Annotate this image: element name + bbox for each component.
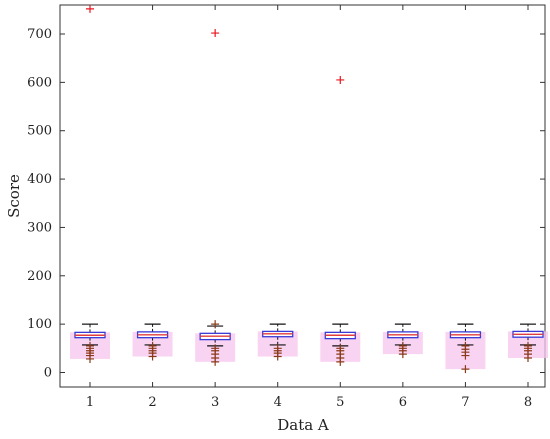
y-tick-label: 300 [27, 220, 52, 235]
y-tick-label: 600 [27, 75, 52, 90]
y-tick-label: 400 [27, 172, 52, 187]
y-tick-label: 500 [27, 124, 52, 139]
outlier-marker [461, 365, 470, 374]
outlier-marker [461, 341, 470, 350]
outlier-marker [336, 75, 345, 84]
outlier-marker [86, 4, 94, 13]
x-tick-label: 1 [86, 395, 94, 410]
outlier-marker [336, 344, 345, 353]
outlier-marker [398, 341, 407, 350]
outlier-marker [211, 29, 220, 38]
axis-ticks: 0 100 200 300 400 500 600 700 1 2 3 4 5 6 7 8 [27, 5, 545, 410]
outlier-marker [524, 341, 532, 350]
y-tick-label: 200 [27, 269, 52, 284]
outlier-marker [86, 341, 94, 350]
plot-area [59, 4, 546, 388]
y-axis-title: Score [5, 174, 23, 218]
outlier-marker [148, 341, 157, 350]
x-axis-title: Data A [277, 416, 329, 434]
x-tick-label: 5 [336, 395, 344, 410]
y-tick-label: 0 [44, 365, 52, 380]
x-tick-label: 2 [148, 395, 156, 410]
y-tick-label: 100 [27, 317, 52, 332]
outlier-marker [211, 320, 220, 329]
x-tick-label: 3 [211, 395, 219, 410]
box-elements [74, 4, 544, 374]
outlier-marker [211, 344, 220, 353]
x-tick-label: 8 [524, 395, 532, 410]
x-tick-label: 4 [274, 395, 282, 410]
outlier-marker [273, 344, 282, 353]
x-tick-label: 6 [399, 395, 407, 410]
y-tick-label: 700 [27, 27, 52, 42]
x-tick-label: 7 [461, 395, 469, 410]
